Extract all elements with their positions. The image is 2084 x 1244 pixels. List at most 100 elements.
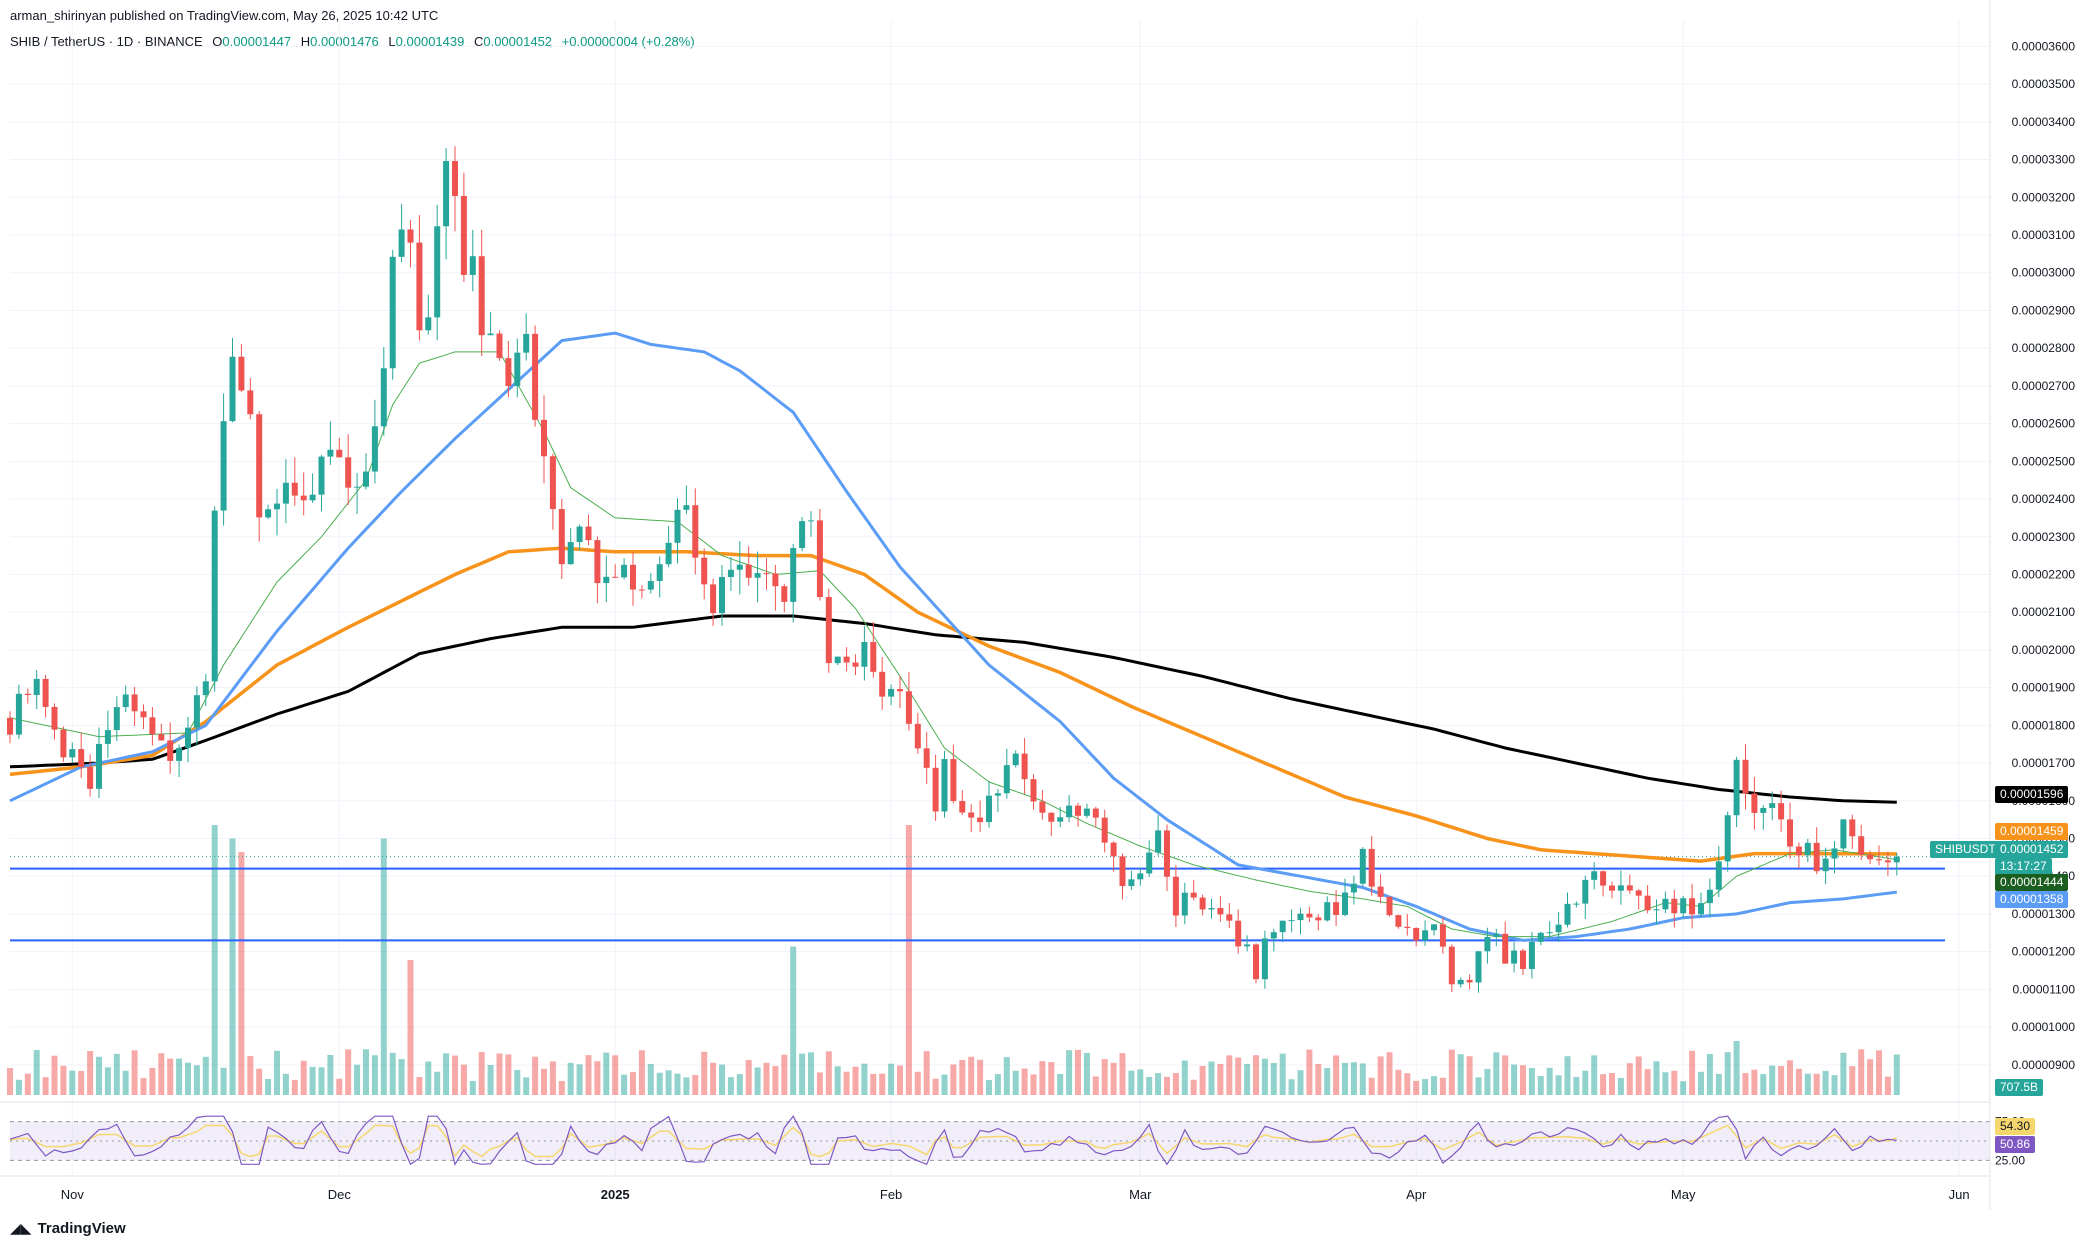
volume-bar — [1813, 1073, 1820, 1095]
candle-body — [1591, 871, 1598, 880]
candle-body — [1092, 808, 1099, 818]
candle-body — [1778, 803, 1785, 820]
volume-bar — [861, 1063, 868, 1095]
candle-body — [345, 457, 352, 488]
volume-bar — [567, 1062, 574, 1095]
candle-body — [888, 689, 895, 697]
volume-bar — [950, 1064, 957, 1095]
candle-body — [1511, 950, 1518, 964]
candle-body — [612, 576, 619, 578]
moving-averages — [9, 331, 1897, 942]
candle-body — [1413, 927, 1420, 941]
volume-bar — [1893, 1054, 1900, 1095]
last-price-badge: 0.00001452 — [1995, 841, 2069, 858]
volume-bar — [1520, 1065, 1526, 1095]
volume-bar — [1626, 1063, 1633, 1095]
candle-body — [816, 520, 823, 598]
volume-bar — [1849, 1066, 1856, 1095]
candle-body — [674, 509, 681, 543]
symbol-name[interactable]: SHIB / TetherUS · 1D · BINANCE — [10, 34, 203, 49]
volume-bar — [1404, 1073, 1411, 1095]
volume-bar — [469, 1080, 476, 1095]
volume-bar — [1671, 1070, 1678, 1095]
y-tick-label: 0.00002000 — [2012, 643, 2076, 657]
candle-body — [1448, 946, 1455, 985]
x-tick-label: 2025 — [601, 1187, 630, 1202]
volume-bar — [1226, 1055, 1233, 1095]
volume-bar — [1546, 1067, 1553, 1095]
volume-bar — [24, 1073, 31, 1095]
volume-bar — [1395, 1069, 1402, 1095]
candle-body — [1422, 930, 1429, 941]
candle-body — [256, 414, 263, 518]
volume-bar — [131, 1050, 138, 1095]
volume-bar — [558, 1081, 565, 1095]
candle-body — [33, 678, 40, 696]
volume-bar — [1172, 1073, 1179, 1095]
volume-bar — [1101, 1059, 1108, 1095]
volume-bar — [1190, 1079, 1197, 1095]
volume-bar — [701, 1051, 708, 1095]
candle-body — [532, 333, 539, 420]
rsi-pane — [0, 1101, 1990, 1166]
volume-bar — [1689, 1050, 1696, 1095]
candle-body — [1101, 817, 1108, 843]
volume-bar — [870, 1073, 877, 1095]
volume-bar — [710, 1062, 717, 1095]
candle-body — [905, 691, 912, 724]
candle-body — [87, 767, 94, 789]
candle-body — [193, 695, 200, 728]
volume-bar — [941, 1074, 948, 1095]
volume-bar — [505, 1054, 512, 1095]
ma200-line — [9, 614, 1897, 804]
candle-body — [1235, 920, 1242, 947]
candle-body — [1368, 848, 1375, 887]
volume-bar — [425, 1061, 432, 1095]
candle-body — [1110, 842, 1117, 857]
ma100-badge: 0.00001459 — [1995, 823, 2069, 840]
volume-bar — [15, 1079, 22, 1095]
candle-body — [309, 494, 316, 501]
x-tick-label: Mar — [1129, 1187, 1152, 1202]
volume-bar — [790, 946, 797, 1095]
volume-bar — [336, 1078, 343, 1095]
candle-body — [1315, 917, 1322, 921]
volume-bar — [1600, 1074, 1607, 1095]
candle-body — [282, 482, 289, 504]
volume-bar — [407, 960, 414, 1095]
candle-body — [665, 542, 672, 565]
low-value: 0.00001439 — [395, 34, 465, 49]
volume-bar — [60, 1065, 67, 1095]
candle-body — [1787, 819, 1793, 847]
volume-bar — [843, 1071, 850, 1095]
volume-bar — [176, 1058, 183, 1095]
high-label: H — [300, 34, 311, 49]
volume-bar — [1003, 1057, 1010, 1095]
candle-body — [1582, 879, 1589, 904]
candle-body — [879, 671, 886, 697]
candle-body — [96, 743, 102, 789]
volume-bar — [42, 1077, 49, 1095]
brand-name: TradingView — [37, 1220, 126, 1237]
volume-bar — [514, 1069, 521, 1095]
volume-bar — [78, 1070, 85, 1095]
candle-body — [719, 577, 725, 614]
candle-body — [914, 723, 921, 749]
candle-body — [1600, 871, 1607, 886]
candle-body — [211, 510, 218, 682]
volume-bar — [1528, 1067, 1535, 1095]
volume-bar — [380, 838, 387, 1095]
x-tick-label: May — [1671, 1187, 1696, 1202]
candle-body — [932, 767, 939, 812]
volume-bar — [1448, 1049, 1455, 1095]
candle-body — [1306, 913, 1313, 918]
volume-bar — [69, 1070, 76, 1095]
volume-bar — [1066, 1050, 1073, 1095]
tradingview-logo[interactable]: ◢◣ TradingView — [10, 1220, 126, 1237]
high-value: 0.00001476 — [310, 34, 379, 49]
candle-body — [541, 419, 547, 457]
volume-bar — [1288, 1079, 1295, 1095]
volume-bar — [1439, 1077, 1446, 1095]
volume-bar — [1030, 1074, 1037, 1095]
